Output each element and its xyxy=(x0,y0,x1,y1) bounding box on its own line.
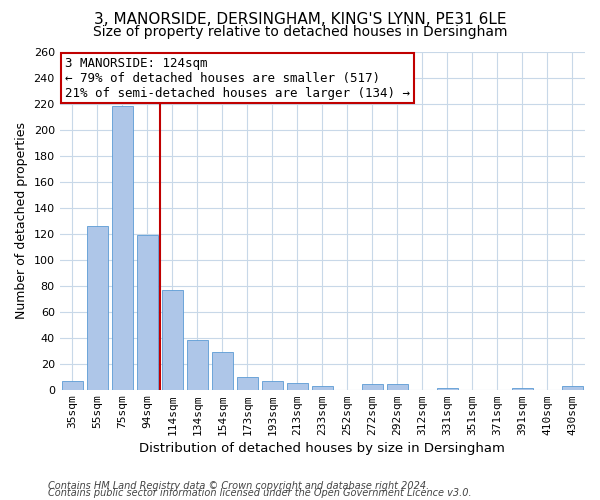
Bar xyxy=(437,388,458,390)
Y-axis label: Number of detached properties: Number of detached properties xyxy=(15,122,28,319)
Bar xyxy=(312,386,333,390)
Bar xyxy=(62,380,83,390)
Text: 3 MANORSIDE: 124sqm
← 79% of detached houses are smaller (517)
21% of semi-detac: 3 MANORSIDE: 124sqm ← 79% of detached ho… xyxy=(65,56,410,100)
Bar xyxy=(512,388,533,390)
Bar xyxy=(212,352,233,390)
Bar xyxy=(187,340,208,390)
Bar xyxy=(287,383,308,390)
Text: 3, MANORSIDE, DERSINGHAM, KING'S LYNN, PE31 6LE: 3, MANORSIDE, DERSINGHAM, KING'S LYNN, P… xyxy=(94,12,506,28)
Bar xyxy=(387,384,408,390)
Bar xyxy=(236,376,258,390)
Bar xyxy=(112,106,133,390)
Bar xyxy=(362,384,383,390)
Bar xyxy=(262,380,283,390)
X-axis label: Distribution of detached houses by size in Dersingham: Distribution of detached houses by size … xyxy=(139,442,505,455)
Bar xyxy=(86,226,108,390)
Text: Contains HM Land Registry data © Crown copyright and database right 2024.: Contains HM Land Registry data © Crown c… xyxy=(48,481,429,491)
Text: Size of property relative to detached houses in Dersingham: Size of property relative to detached ho… xyxy=(93,25,507,39)
Bar xyxy=(161,290,183,390)
Bar xyxy=(562,386,583,390)
Text: Contains public sector information licensed under the Open Government Licence v3: Contains public sector information licen… xyxy=(48,488,472,498)
Bar xyxy=(137,235,158,390)
